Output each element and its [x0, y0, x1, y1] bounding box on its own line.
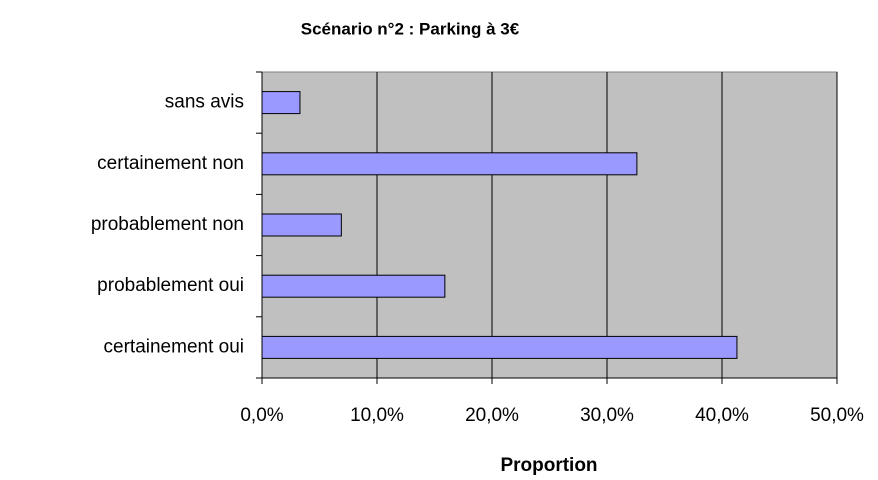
y-tick-label: sans avis	[165, 92, 244, 113]
bar	[261, 152, 638, 176]
y-tick-label: certainement non	[97, 153, 244, 174]
x-tick-label: 30,0%	[580, 405, 634, 426]
plot-area	[261, 71, 838, 379]
chart-title: Scénario n°2 : Parking à 3€	[301, 19, 520, 38]
y-tick-label: probablement oui	[97, 275, 244, 296]
bar	[261, 274, 446, 298]
x-axis-label: Proportion	[500, 455, 597, 476]
bar	[261, 213, 342, 237]
bar	[261, 335, 738, 359]
x-tick-label: 40,0%	[695, 405, 749, 426]
x-tick-label: 20,0%	[465, 405, 519, 426]
bar	[261, 91, 301, 115]
x-tick-label: 0,0%	[240, 405, 283, 426]
y-tick-label: certainement oui	[104, 336, 244, 357]
x-tick-label: 50,0%	[810, 405, 864, 426]
y-tick-label: probablement non	[91, 214, 244, 235]
x-tick-label: 10,0%	[350, 405, 404, 426]
